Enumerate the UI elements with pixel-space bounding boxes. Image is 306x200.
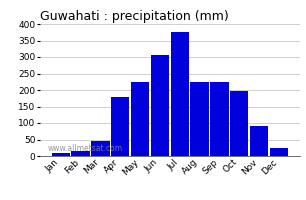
Bar <box>270 148 288 156</box>
Bar <box>250 126 268 156</box>
Bar <box>91 141 110 156</box>
Bar <box>151 55 169 156</box>
Bar <box>71 151 90 156</box>
Bar <box>52 153 70 156</box>
Bar <box>171 32 189 156</box>
Bar <box>190 82 209 156</box>
Text: Guwahati : precipitation (mm): Guwahati : precipitation (mm) <box>40 10 229 23</box>
Text: www.allmetsat.com: www.allmetsat.com <box>48 144 123 153</box>
Bar <box>131 82 149 156</box>
Bar <box>230 91 248 156</box>
Bar <box>210 82 229 156</box>
Bar <box>111 97 129 156</box>
